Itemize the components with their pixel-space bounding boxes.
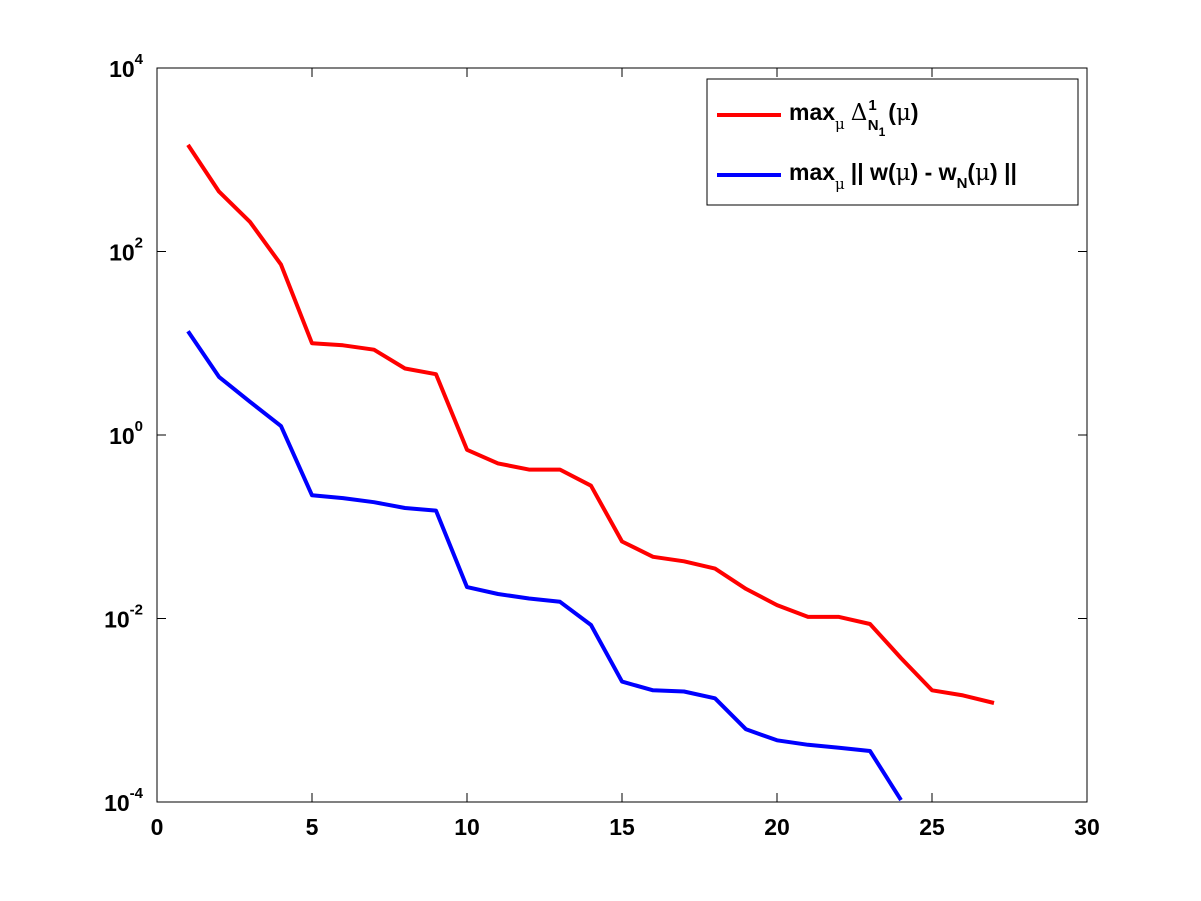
legend-label-series-1: maxμ Δ1 N1(μ): [789, 97, 919, 139]
tick-marks: [156, 67, 1088, 803]
y-tick-label: 104: [109, 51, 144, 82]
series-line-2: [186, 330, 903, 802]
legend-box: [706, 78, 1079, 206]
x-tick-label: 0: [151, 814, 164, 840]
y-tick-label: 10-4: [104, 785, 144, 816]
y-tick-label: 102: [109, 235, 143, 266]
x-tick-label: 5: [306, 814, 319, 840]
x-tick-labels: 0 5 10 15 20 25 30: [151, 814, 1100, 840]
legend: maxμ Δ1 N1(μ) maxμ || w(μ) - wN(μ) ||: [706, 78, 1079, 206]
x-tick-label: 25: [919, 814, 945, 840]
y-tick-label: 100: [109, 418, 143, 449]
y-tick-label: 10-2: [104, 602, 143, 633]
x-tick-label: 30: [1074, 814, 1100, 840]
x-tick-label: 20: [764, 814, 790, 840]
series-line-1: [186, 143, 995, 705]
x-tick-label: 15: [609, 814, 635, 840]
legend-label-series-2: maxμ || w(μ) - wN(μ) ||: [789, 159, 1017, 193]
x-tick-label: 10: [454, 814, 480, 840]
y-tick-labels: 10-4 10-2 100 102 104: [104, 51, 144, 816]
series-layer: [186, 143, 995, 802]
